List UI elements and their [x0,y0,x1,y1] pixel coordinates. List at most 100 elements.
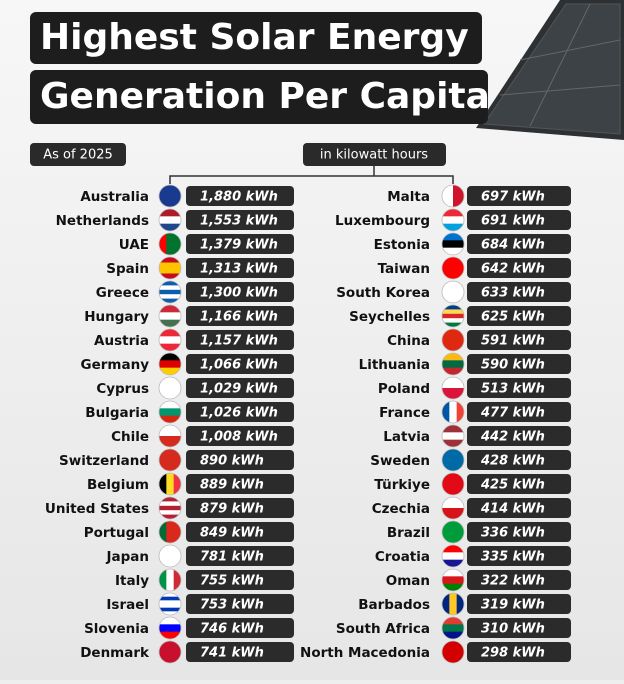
value-pill [467,594,571,614]
flag-stripe [159,353,181,361]
connector [169,166,454,184]
flag [159,233,181,255]
country-name: South Korea [336,285,430,301]
value-label: 633 kWh [481,286,545,301]
country-name: Oman [386,573,430,589]
flag [442,305,464,327]
country-name: Portugal [84,525,149,541]
flag [442,473,464,495]
flag [442,233,464,255]
flag-stripe [159,624,181,633]
flag [442,569,464,591]
value-pill [186,378,294,398]
flag-stripe [442,473,464,495]
flag-border [158,400,182,424]
flag-stripe [442,559,464,567]
value-pill [186,522,294,542]
flag-stripe [159,343,181,351]
flag [442,185,464,207]
flag-stripe [159,216,181,225]
flag-stripe [159,436,181,447]
flag-stripe [442,401,450,423]
flag [442,449,464,471]
value-label: 336 kWh [481,526,545,541]
value-label: 442 kWh [480,430,545,445]
flag [442,593,464,615]
flag-stripe [442,329,464,351]
flag-stripe [159,514,181,519]
value-label: 428 kWh [480,454,545,469]
flag-stripe [159,631,181,639]
country-name: Seychelles [349,309,430,325]
value-label: 1,166 kWh [200,310,278,325]
country-name: Australia [80,189,149,205]
value-pill [186,570,294,590]
flag [159,473,181,495]
value-pill [467,402,571,422]
flag-border [441,208,465,232]
country-name: Germany [81,357,150,373]
value-label: 1,553 kWh [200,214,278,229]
value-label: 590 kWh [481,358,545,373]
country-name: Taiwan [378,261,430,277]
value-pill [467,186,571,206]
flag-border [158,424,182,448]
value-label: 697 kWh [481,190,545,205]
value-label: 1,066 kWh [200,358,278,373]
flag-stripe [442,641,464,663]
flag-stripe [442,367,464,375]
title: Generation Per Capita [40,76,490,117]
country-name: Estonia [374,237,430,253]
flag-stripe [159,336,181,345]
flag-stripe [442,216,464,225]
value-label: 1,379 kWh [200,238,278,253]
country-name: Slovenia [84,621,149,637]
flag-stripe [159,257,181,263]
value-label: 781 kWh [200,550,264,565]
country-name: France [379,405,430,421]
value-label: 335 kWh [481,550,545,565]
flag-border [158,304,182,328]
flag-stripe [166,569,175,591]
flag-stripe [159,294,181,300]
flag-stripe [442,281,464,303]
value-label: 642 kWh [481,262,545,277]
flag-stripe [456,593,464,615]
country-name: Croatia [375,549,430,565]
value-pill [186,234,294,254]
value-pill [467,258,571,278]
flag-stripe [166,521,175,543]
value-label: 425 kWh [480,478,545,493]
flag-stripe [159,360,181,369]
country-name: Poland [378,381,430,397]
flag [442,497,464,519]
flag-stripe [442,353,464,361]
flag-stripe [159,545,181,567]
country-name: Japan [105,549,149,565]
country-name: Sweden [370,453,430,469]
flag-stripe [159,312,181,321]
value-pill [186,642,294,662]
flag-stripe [442,305,464,310]
country-name: Türkiye [374,477,430,493]
flag-stripe [159,617,181,625]
value-pill [186,426,294,446]
value-label: 746 kWh [200,622,264,637]
flag [442,521,464,543]
flag-border [158,640,182,664]
flag-stripe [453,185,464,207]
flag-stripe [159,521,167,543]
country-name: Spain [106,261,149,277]
value-label: 1,008 kWh [200,430,278,445]
flag-stripe [159,329,181,337]
country-name: Czechia [372,501,430,517]
country-name: Barbados [358,597,430,613]
flag-stripe [159,611,181,615]
flag-border [441,304,465,328]
flag-stripe [442,233,464,241]
country-name: Switzerland [59,453,149,469]
flag-stripe [166,473,175,495]
flag-stripe [159,449,181,471]
value-pill [467,642,571,662]
